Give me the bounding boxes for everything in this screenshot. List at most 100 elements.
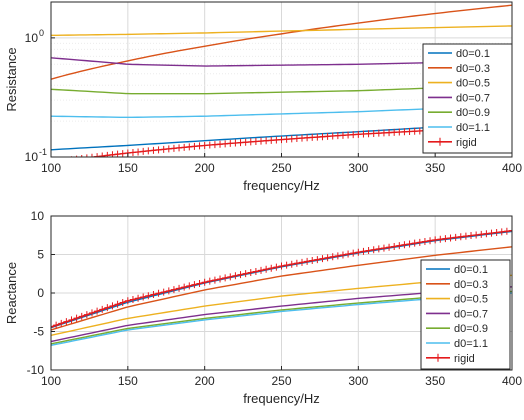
legend-marker-plus xyxy=(436,137,444,146)
marker-plus xyxy=(339,251,346,259)
legend-label-rigid: rigid xyxy=(454,353,475,365)
legend-label-d0-0-7: d0=0.7 xyxy=(454,308,488,320)
marker-plus xyxy=(104,151,111,157)
legend: d0=0.1 d0=0.3 d0=0.5 d0=0.7 d0=0.9 d0=1.1 rigi… xyxy=(422,43,513,154)
marker-plus xyxy=(181,283,188,291)
marker-plus xyxy=(396,128,403,136)
marker-plus xyxy=(176,284,183,292)
marker-plus xyxy=(488,229,495,237)
x-tick-label: 200 xyxy=(195,161,215,175)
marker-plus xyxy=(124,297,131,305)
marker-plus xyxy=(135,294,142,302)
marker-plus xyxy=(416,238,423,246)
marker-plus xyxy=(252,137,259,145)
marker-plus xyxy=(278,262,285,270)
marker-plus xyxy=(375,245,382,253)
marker-plus xyxy=(258,137,265,145)
series-line-d0-0-3 xyxy=(51,4,512,80)
marker-plus xyxy=(319,133,326,141)
legend-label-d0-0-5: d0=0.5 xyxy=(456,78,490,90)
marker-plus xyxy=(263,265,270,273)
marker-plus xyxy=(324,132,331,140)
marker-plus xyxy=(150,291,157,299)
marker-plus xyxy=(191,142,198,150)
marker-plus xyxy=(119,298,126,306)
marker-plus xyxy=(406,128,413,136)
marker-plus xyxy=(51,323,54,331)
x-tick-label: 100 xyxy=(41,161,61,175)
y-axis-label: Resistance xyxy=(4,47,19,111)
legend-label-d0-0-9: d0=0.9 xyxy=(456,107,490,119)
marker-plus xyxy=(196,142,203,150)
x-tick-label: 150 xyxy=(118,374,138,388)
marker-plus xyxy=(83,311,90,319)
marker-plus xyxy=(334,252,341,260)
marker-plus xyxy=(457,233,464,241)
marker-plus xyxy=(503,227,510,235)
legend-label-d0-1-1: d0=1.1 xyxy=(454,338,488,350)
x-tick-label: 300 xyxy=(348,374,368,388)
series-line-d0-0-3 xyxy=(51,246,512,331)
marker-plus xyxy=(232,139,239,147)
marker-plus xyxy=(232,272,239,280)
marker-plus xyxy=(442,235,449,243)
marker-plus xyxy=(222,274,229,282)
marker-plus xyxy=(283,261,290,269)
marker-plus xyxy=(88,309,95,317)
marker-plus xyxy=(186,143,193,151)
marker-plus xyxy=(109,151,116,157)
marker-plus xyxy=(206,277,213,285)
x-tick-label: 250 xyxy=(271,374,291,388)
marker-plus xyxy=(73,314,80,322)
marker-plus xyxy=(129,295,136,303)
legend-label-d0-0-3: d0=0.3 xyxy=(456,63,490,75)
marker-plus xyxy=(273,136,280,144)
marker-plus xyxy=(104,304,111,312)
marker-plus xyxy=(304,257,311,265)
marker-plus xyxy=(483,230,490,238)
marker-plus xyxy=(145,292,152,300)
marker-plus xyxy=(186,282,193,290)
marker-plus xyxy=(278,136,285,144)
marker-plus xyxy=(365,130,372,138)
series-markers-rigid xyxy=(51,227,512,331)
marker-plus xyxy=(386,243,393,251)
marker-plus xyxy=(145,147,152,155)
marker-plus xyxy=(406,240,413,248)
marker-plus xyxy=(360,247,367,255)
marker-plus xyxy=(273,263,280,271)
legend: d0=0.1 d0=0.3 d0=0.5 d0=0.7 d0=0.9 d0=1.1 rigi… xyxy=(420,259,511,370)
legend-label-d0-0-7: d0=0.7 xyxy=(456,92,490,104)
marker-plus xyxy=(242,138,249,146)
y-tick-label: 0 xyxy=(37,286,44,300)
marker-plus xyxy=(181,143,188,151)
marker-plus xyxy=(160,288,167,296)
marker-plus xyxy=(391,242,398,250)
x-axis-label: frequency/Hz xyxy=(243,178,320,193)
marker-plus xyxy=(324,254,331,262)
marker-plus xyxy=(437,235,444,243)
marker-plus xyxy=(298,134,305,142)
marker-plus xyxy=(227,139,234,147)
marker-plus xyxy=(258,266,265,274)
marker-plus xyxy=(319,255,326,263)
marker-plus xyxy=(401,241,408,249)
marker-plus xyxy=(165,287,172,295)
marker-plus xyxy=(191,281,198,289)
marker-plus xyxy=(237,271,244,279)
marker-plus xyxy=(263,137,270,145)
marker-plus xyxy=(81,154,83,157)
marker-plus xyxy=(304,134,311,142)
marker-plus xyxy=(498,228,505,236)
marker-plus xyxy=(355,248,362,256)
y-tick-label: 10 xyxy=(25,150,39,164)
x-axis-label: frequency/Hz xyxy=(243,391,320,406)
marker-plus xyxy=(432,236,439,244)
marker-plus xyxy=(99,152,106,157)
marker-plus xyxy=(329,253,336,261)
series-line-d0-0-5 xyxy=(51,25,512,37)
legend-label-rigid: rigid xyxy=(456,137,477,149)
marker-plus xyxy=(176,144,183,152)
marker-plus xyxy=(421,238,428,246)
